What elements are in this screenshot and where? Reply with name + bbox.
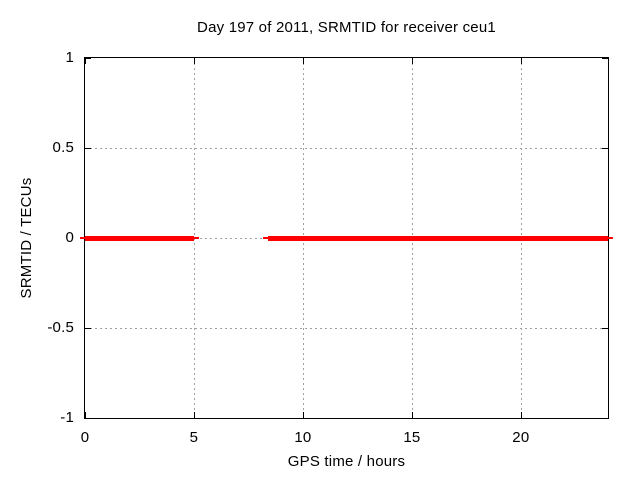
tick-mark-y-right	[602, 148, 608, 149]
series-segment-tail	[608, 237, 613, 239]
series-segment-tail	[80, 237, 85, 239]
x-tick-label: 20	[512, 429, 530, 446]
x-axis-label: GPS time / hours	[287, 453, 406, 470]
tick-mark-x-bottom	[194, 412, 195, 418]
tick-mark-y-left	[85, 58, 91, 59]
tick-mark-x-bottom	[521, 412, 522, 418]
tick-mark-x-top	[194, 58, 195, 64]
tick-mark-y-right	[602, 328, 608, 329]
tick-mark-y-right	[602, 58, 608, 59]
y-tick-label: 0	[65, 229, 74, 246]
series-segment-tail	[193, 237, 199, 239]
gridline-horizontal-0.5	[85, 148, 608, 149]
x-tick-label: 10	[294, 429, 312, 446]
tick-mark-x-bottom	[85, 412, 86, 418]
y-tick-label: -1	[60, 409, 74, 426]
y-tick-label: -0.5	[47, 319, 74, 336]
tick-mark-x-bottom	[303, 412, 304, 418]
y-tick-label: 0.5	[52, 139, 74, 156]
gridline-horizontal--0.5	[85, 328, 608, 329]
tick-mark-x-bottom	[412, 412, 413, 418]
tick-mark-x-top	[303, 58, 304, 64]
tick-mark-x-top	[412, 58, 413, 64]
tick-mark-y-left	[85, 418, 91, 419]
plot-area	[80, 57, 613, 419]
tick-mark-y-right	[602, 418, 608, 419]
series-segment	[268, 235, 608, 241]
series-segment	[85, 235, 194, 241]
chart-title: Day 197 of 2011, SRMTID for receiver ceu…	[197, 19, 496, 36]
tick-mark-x-top	[85, 58, 86, 64]
x-tick-label: 5	[189, 429, 199, 446]
series-segment-tail	[263, 237, 269, 239]
y-tick-label: 1	[65, 49, 74, 66]
tick-mark-y-left	[85, 328, 91, 329]
tick-mark-y-left	[85, 148, 91, 149]
x-tick-label: 0	[80, 429, 90, 446]
tick-mark-x-top	[521, 58, 522, 64]
x-tick-label: 15	[403, 429, 421, 446]
